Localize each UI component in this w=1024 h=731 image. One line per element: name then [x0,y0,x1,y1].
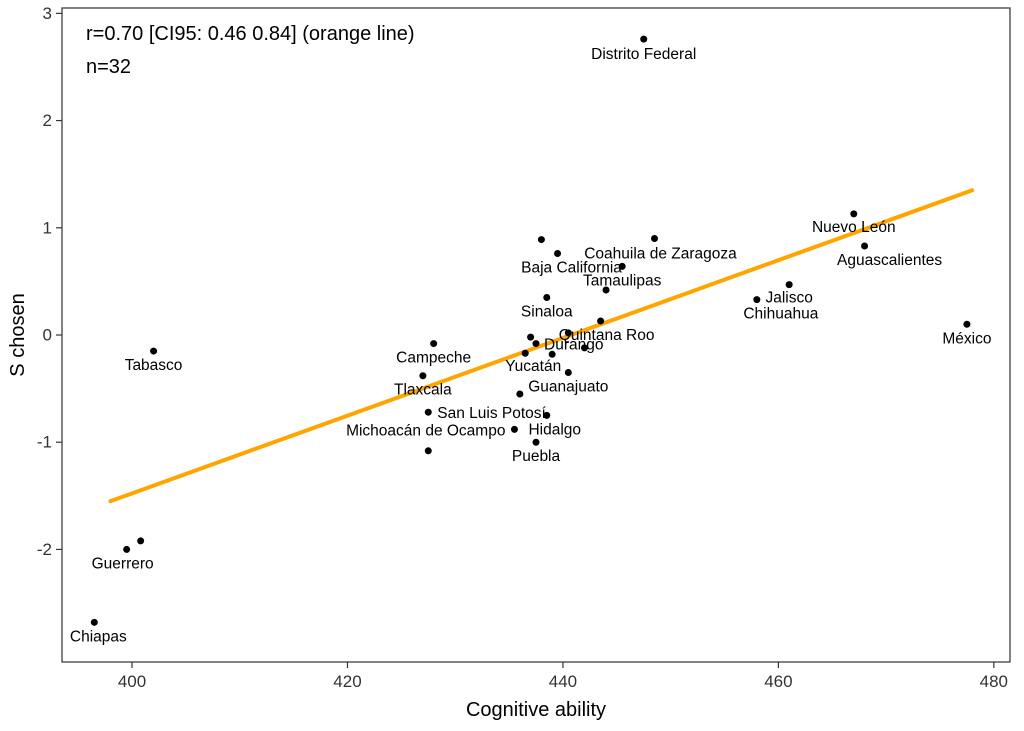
data-point [554,250,562,258]
y-axis-title: S chosen [7,293,29,376]
x-tick-label: 440 [549,672,577,691]
data-point [532,438,540,446]
point-label: Hidalgo [528,421,581,438]
data-point [521,349,529,357]
point-labels-layer: Distrito Federal Coahuila de ZaragozaBaja… [70,46,992,645]
data-point [424,408,432,416]
data-point [424,447,432,455]
data-point [640,35,648,43]
annotation-correlation: r=0.70 [CI95: 0.46 0.84] (orange line) [86,23,415,45]
data-point [510,425,518,433]
point-label: Tamaulipas [583,272,662,289]
data-point [430,340,438,348]
data-point [597,317,605,325]
point-label: Baja California [521,260,622,277]
data-point [516,390,524,398]
data-point [753,296,761,304]
y-tick-label: 2 [43,111,52,130]
point-label: Guanajuato [528,379,608,396]
data-point [150,347,158,355]
data-point [419,372,427,380]
point-label: México [942,330,991,347]
y-tick-label: 3 [43,4,52,23]
x-tick-label: 400 [118,672,146,691]
data-point [963,320,971,328]
point-label: Tabasco [125,357,183,374]
point-label: Jalisco [765,290,812,307]
data-point [861,242,869,250]
point-label: Distrito Federal [591,46,696,63]
data-point [123,545,131,553]
data-point [527,333,535,341]
axes-layer: 400 420 440 460 480 -2 -1 0 1 2 3 [37,4,1008,691]
data-point [90,618,98,626]
data-point [532,340,540,348]
points-layer [90,35,971,626]
data-point [543,411,551,419]
data-point [785,281,793,289]
data-point [580,344,588,352]
point-label: Chiapas [70,628,127,645]
x-tick-label: 480 [980,672,1008,691]
point-label: Guerrero [92,555,154,572]
regression-line [108,188,975,504]
annotation-sample-size: n=32 [86,56,131,78]
point-label: Michoacán de Ocampo [346,422,505,439]
point-label: Yucatán [505,358,561,375]
y-tick-label: -2 [37,540,52,559]
point-label: Campeche [396,350,471,367]
y-tick-label: -1 [37,433,52,452]
point-label: Chihuahua [743,306,818,323]
data-point [548,350,556,358]
data-point [137,537,145,545]
y-tick-label: 0 [43,326,52,345]
x-tick-label: 460 [764,672,792,691]
data-point [537,236,545,244]
regression-layer [108,188,975,504]
point-label: Coahuila de Zaragoza [584,246,737,263]
data-point [602,286,610,294]
point-label: Quintana Roo [559,327,655,344]
data-point [543,293,551,301]
data-point [651,235,658,243]
point-label: Durango [544,337,603,354]
data-point [564,369,572,377]
point-label: Tlaxcala [394,382,452,399]
y-tick-label: 1 [43,218,52,237]
x-axis-title: Cognitive ability [466,699,606,721]
point-label: Puebla [512,448,561,465]
point-label: Aguascalientes [837,252,942,269]
data-point [850,210,858,218]
data-point [564,329,572,337]
x-tick-label: 420 [333,672,361,691]
point-label: San Luis Potosí [437,405,546,422]
point-label: Nuevo León [812,219,896,236]
plot-panel [61,7,1011,663]
point-label: Sinaloa [521,303,573,320]
data-point [618,262,626,270]
